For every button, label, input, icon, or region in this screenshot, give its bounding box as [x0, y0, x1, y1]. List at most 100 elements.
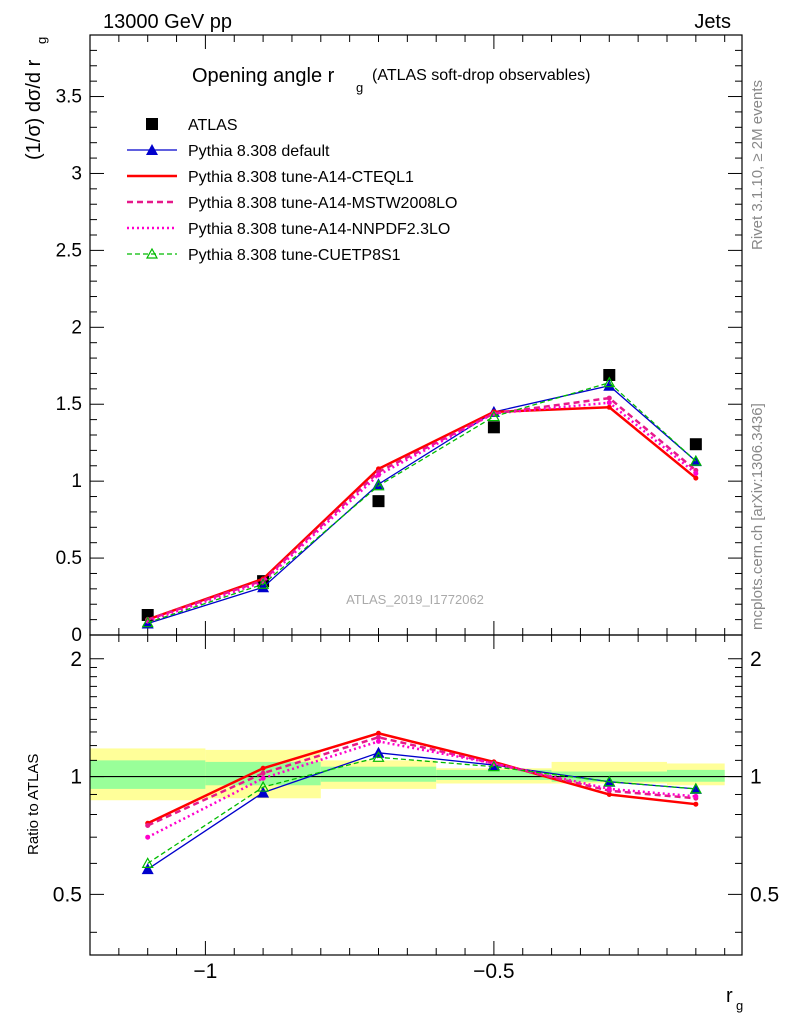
y-tick-label: 1.5	[56, 394, 82, 415]
data-point	[141, 616, 154, 628]
legend-entry-default: Pythia 8.308 default	[127, 143, 330, 160]
legend-label: Pythia 8.308 default	[188, 143, 330, 160]
series-line	[147, 381, 697, 624]
data-point	[375, 472, 381, 478]
ratio-series-nnpdf	[145, 738, 699, 840]
data-point	[606, 400, 612, 406]
data-point	[693, 470, 699, 476]
y-tick-label: 0.5	[56, 548, 82, 569]
y-tick-label: 1	[70, 766, 82, 789]
data-point	[603, 369, 616, 381]
legend-entry-cuetp8s1: Pythia 8.308 tune-CUETP8S1	[127, 247, 401, 264]
data-point	[606, 395, 612, 401]
y-tick-label: 3	[71, 163, 82, 184]
ratio-point	[603, 775, 616, 787]
y-tick-label: 0.5	[53, 883, 82, 906]
ratio-point	[606, 791, 612, 797]
ratio-point	[145, 822, 151, 828]
y-tick-label: 2.5	[56, 240, 82, 261]
title-paren: (ATLAS soft-drop observables)	[372, 67, 590, 84]
legend-marker	[146, 118, 158, 130]
data-point	[606, 404, 612, 410]
ratio-point	[689, 782, 702, 794]
header-left: 13000 GeV pp	[103, 11, 232, 33]
y-tick-label-right: 1	[750, 766, 762, 789]
legend-entry-cteql1: Pythia 8.308 tune-A14-CTEQL1	[127, 169, 414, 186]
legend-marker	[145, 247, 159, 259]
legend-label: Pythia 8.308 tune-A14-MSTW2008LO	[188, 195, 457, 212]
data-point	[693, 475, 699, 481]
title-main: Opening angle r	[192, 65, 335, 87]
series-data	[141, 369, 702, 621]
ratio-point	[487, 760, 500, 772]
title-sub: g	[356, 80, 363, 95]
ratio-series-cuetp8s1	[141, 751, 702, 868]
uncertainty-band-inner	[666, 769, 725, 782]
ratio-line	[147, 740, 696, 839]
series-line	[147, 385, 697, 625]
data-point	[372, 479, 385, 491]
rivet-label: Rivet 3.1.10, ≥ 2M events	[749, 80, 766, 250]
y-tick-label: 2	[71, 317, 82, 338]
ylabel-bottom: Ratio to ATLAS	[25, 754, 42, 855]
uncertainty-band-inner	[436, 769, 552, 780]
ratio-point	[260, 775, 266, 781]
y-axis-label-top: (1/σ) dσ/d r g	[23, 37, 49, 160]
y-tick-label-right: 2	[750, 648, 762, 671]
legend-label: Pythia 8.308 tune-A14-CTEQL1	[188, 169, 414, 186]
y-tick-label: 1	[71, 471, 82, 492]
legend-marker	[146, 144, 158, 155]
ratio-point	[375, 730, 381, 736]
series-cteql1	[145, 404, 699, 623]
legend-entry-data: ATLAS	[146, 117, 238, 134]
legend-label: ATLAS	[188, 117, 238, 134]
ratio-point	[375, 734, 381, 740]
uncertainty-band-inner	[320, 766, 437, 782]
series-cuetp8s1	[141, 376, 702, 628]
legend-label: Pythia 8.308 tune-CUETP8S1	[188, 247, 401, 264]
ratio-line	[147, 735, 696, 827]
data-point	[257, 581, 270, 593]
data-point	[603, 379, 616, 391]
legend-label: Pythia 8.308 tune-A14-NNPDF2.3LO	[188, 221, 450, 238]
data-point	[372, 495, 385, 508]
x-tick-label: −1	[193, 960, 217, 983]
series-line	[147, 401, 697, 623]
data-point	[257, 577, 270, 589]
data-point	[689, 454, 702, 466]
legend: ATLAS Pythia 8.308 default Pythia 8.308 tu…	[127, 117, 457, 264]
ratio-frame	[89, 634, 743, 956]
analysis-label: ATLAS_2019_I1772062	[346, 592, 484, 607]
x-tick-label: −0.5	[473, 960, 514, 983]
ratio-line	[147, 731, 696, 825]
plot-title: Opening angle r g (ATLAS soft-drop obser…	[192, 65, 590, 95]
ratio-series-cteql1	[145, 730, 699, 826]
series-line	[147, 396, 697, 621]
ratio-point	[693, 793, 699, 799]
mcplots-label: mcplots.cern.ch [arXiv:1306.3436]	[749, 403, 766, 630]
x-axis-label: r g	[726, 985, 743, 1013]
xlabel-sub: g	[736, 998, 743, 1013]
legend-entry-nnpdf: Pythia 8.308 tune-A14-NNPDF2.3LO	[127, 221, 450, 238]
ratio-point	[693, 801, 699, 807]
ratio-point	[260, 770, 266, 776]
series-line	[147, 406, 697, 621]
y-tick-label: 0	[71, 625, 82, 646]
ratio-point	[141, 863, 154, 875]
ratio-panel: 0.5 0.5 1 1 2 2 −1 −0.5	[53, 634, 779, 983]
data-point	[487, 410, 500, 422]
series-mstw	[145, 395, 699, 623]
xlabel: r	[726, 985, 733, 1007]
main-panel: 0 0.5 1 1.5 2 2.5 3 3.5	[56, 34, 743, 646]
data-point	[689, 438, 702, 451]
ratio-point	[606, 786, 612, 792]
ratio-line	[147, 756, 696, 864]
y-tick-label: 2	[70, 648, 82, 671]
header-right: Jets	[694, 11, 731, 33]
legend-entry-mstw: Pythia 8.308 tune-A14-MSTW2008LO	[127, 195, 457, 212]
ylabel-top: (1/σ) dσ/d r	[23, 59, 45, 160]
ylabel-top-sub: g	[34, 37, 49, 44]
ratio-point	[145, 834, 151, 840]
ratio-point	[260, 765, 266, 771]
